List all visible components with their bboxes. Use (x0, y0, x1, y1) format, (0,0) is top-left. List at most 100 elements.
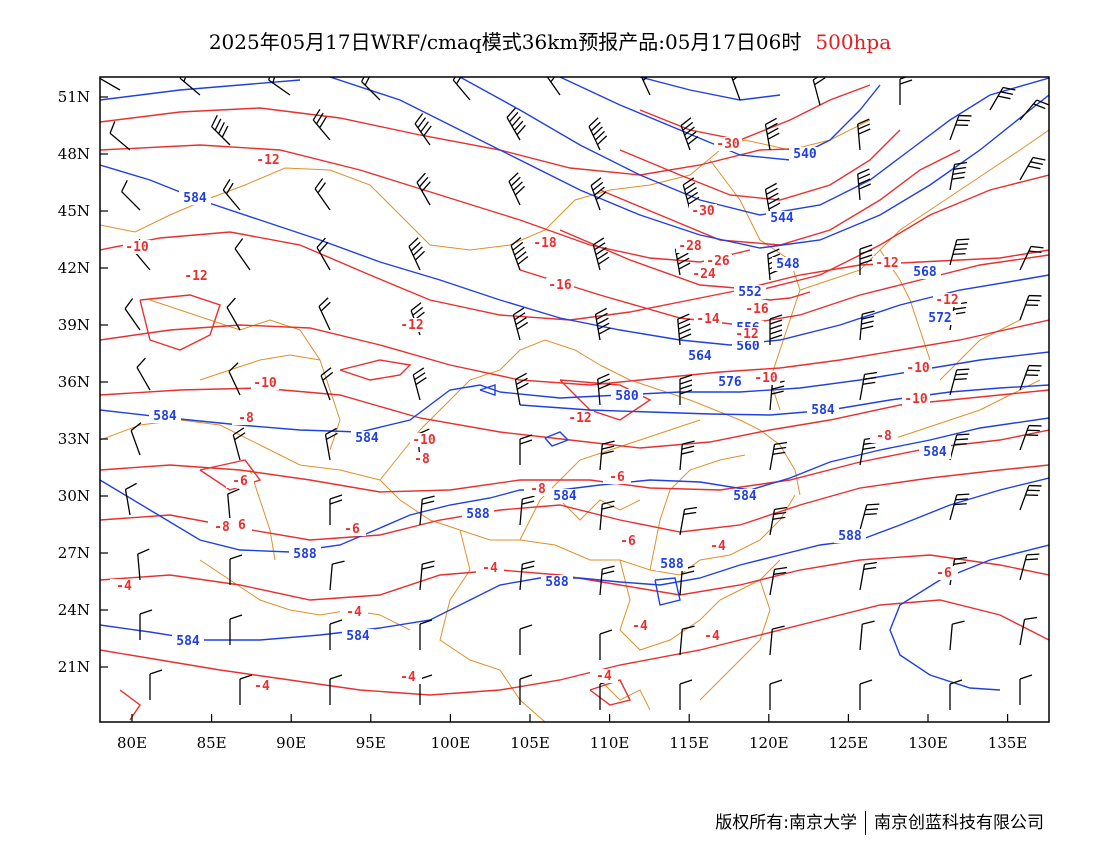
wind-barb-feather (592, 237, 605, 246)
wind-barb-feather (329, 674, 343, 680)
wind-barb-feather (592, 181, 604, 191)
temperature-isotherm (100, 144, 751, 263)
y-tick-label: 45N (58, 202, 90, 220)
wind-barb (419, 619, 433, 650)
temp-label-bg (524, 482, 552, 496)
wind-barb-feather (774, 566, 788, 571)
wind-barb (508, 172, 525, 206)
geopotential-isoline (544, 431, 570, 447)
y-tick-label: 51N (58, 88, 90, 106)
wind-barb (130, 422, 142, 456)
wind-barb-feather (517, 255, 529, 265)
wind-barb-feather (682, 177, 695, 186)
wind-barb (859, 310, 875, 341)
wind-barb-feather (597, 135, 608, 146)
temp-label-bg (704, 254, 732, 268)
border-line (619, 559, 781, 651)
wind-barb-feather (420, 121, 429, 133)
wind-barb-feather (766, 127, 779, 135)
wind-barb-feather (1028, 484, 1042, 487)
wind-barb-feather (956, 433, 970, 436)
wind-barb-feather (412, 246, 423, 256)
wind-barb-feather (1025, 374, 1039, 376)
wind-barb-feather (214, 118, 222, 131)
geo-label-bg (351, 431, 383, 445)
wind-barb-feather (550, 77, 559, 83)
wind-barb (769, 506, 788, 536)
wind-barb-feather (864, 561, 878, 566)
wind-barb-feather (452, 77, 461, 81)
wind-barb-feather (229, 554, 243, 560)
wind-barb-feather (865, 508, 879, 511)
wind-barb-feather (364, 77, 372, 86)
wind-barb-feather (516, 321, 529, 330)
border-line (199, 559, 411, 631)
wind-barb-feather (412, 367, 425, 376)
wind-barb (680, 117, 699, 151)
wind-barb (414, 113, 432, 146)
wind-barb-feather (768, 202, 781, 210)
wind-barb-feather (516, 377, 528, 385)
wind-barb-feather (956, 368, 970, 371)
wind-barb (124, 298, 141, 331)
temp-label-bg (546, 278, 574, 292)
wind-barb (989, 86, 1016, 111)
temp-contour-label: -8 (214, 520, 230, 535)
wind-barb-feather (766, 192, 779, 200)
wind-barb-feather (594, 130, 605, 141)
wind-barb-feather (953, 306, 967, 310)
temp-contour-label: -30 (716, 137, 740, 152)
wind-barb (599, 565, 615, 596)
wind-barb-feather (519, 624, 533, 630)
wind-barb-feather (730, 68, 743, 76)
wind-barb-feather (866, 503, 880, 506)
wind-barb (812, 77, 826, 106)
wind-barb-feather (955, 438, 969, 441)
wind-barb-feather (955, 373, 969, 376)
temperature-contours (100, 84, 1049, 721)
wind-barb-feather (361, 77, 368, 82)
wind-barb-feather (508, 172, 519, 182)
wind-barb-feather (590, 121, 601, 132)
temperature-isotherm (519, 254, 1049, 326)
wind-barb (318, 297, 331, 331)
wind-barb-feather (422, 560, 435, 565)
x-tick-label: 130E (908, 734, 948, 752)
wind-barb-feather (772, 516, 786, 520)
wind-barb-feather (954, 503, 967, 506)
wind-barb-feather (601, 570, 615, 575)
wind-barb-feather (588, 117, 599, 127)
wind-barb-feather (509, 111, 519, 123)
wind-barb (859, 244, 873, 275)
wind-barb-feather (595, 191, 607, 201)
temp-label-bg (338, 522, 366, 536)
wind-barb-feather (597, 378, 611, 385)
temp-label-bg (182, 269, 210, 283)
wind-barb-feather (602, 440, 615, 445)
wind-barb-feather (769, 329, 783, 335)
geo-contour-label: 584 (183, 191, 207, 206)
wind-barb-feather (1028, 364, 1042, 367)
wind-barb-feather (677, 318, 691, 325)
wind-barb-feather (772, 625, 785, 630)
wind-barb (227, 488, 240, 521)
wind-barb (239, 674, 253, 705)
geo-contour-label: 584 (346, 629, 370, 644)
wind-barb-feather (510, 176, 521, 187)
wind-barb-feather (957, 119, 970, 122)
wind-barb-feather (514, 185, 525, 196)
wind-barb (677, 313, 692, 346)
wind-barb (234, 238, 251, 271)
wind-barb-feather (862, 446, 876, 450)
wind-barb-feather (952, 252, 966, 256)
wind-barb (519, 495, 535, 526)
temp-label-bg (226, 474, 254, 488)
wind-barb (949, 679, 963, 710)
wind-barb-feather (678, 323, 691, 330)
wind-barb-feather (1025, 304, 1039, 306)
wind-barb-feather (682, 440, 695, 445)
temp-label-bg (603, 470, 631, 484)
wind-barb-feather (684, 506, 698, 511)
wind-barb-feather (1002, 86, 1016, 91)
wind-barb (679, 679, 693, 710)
